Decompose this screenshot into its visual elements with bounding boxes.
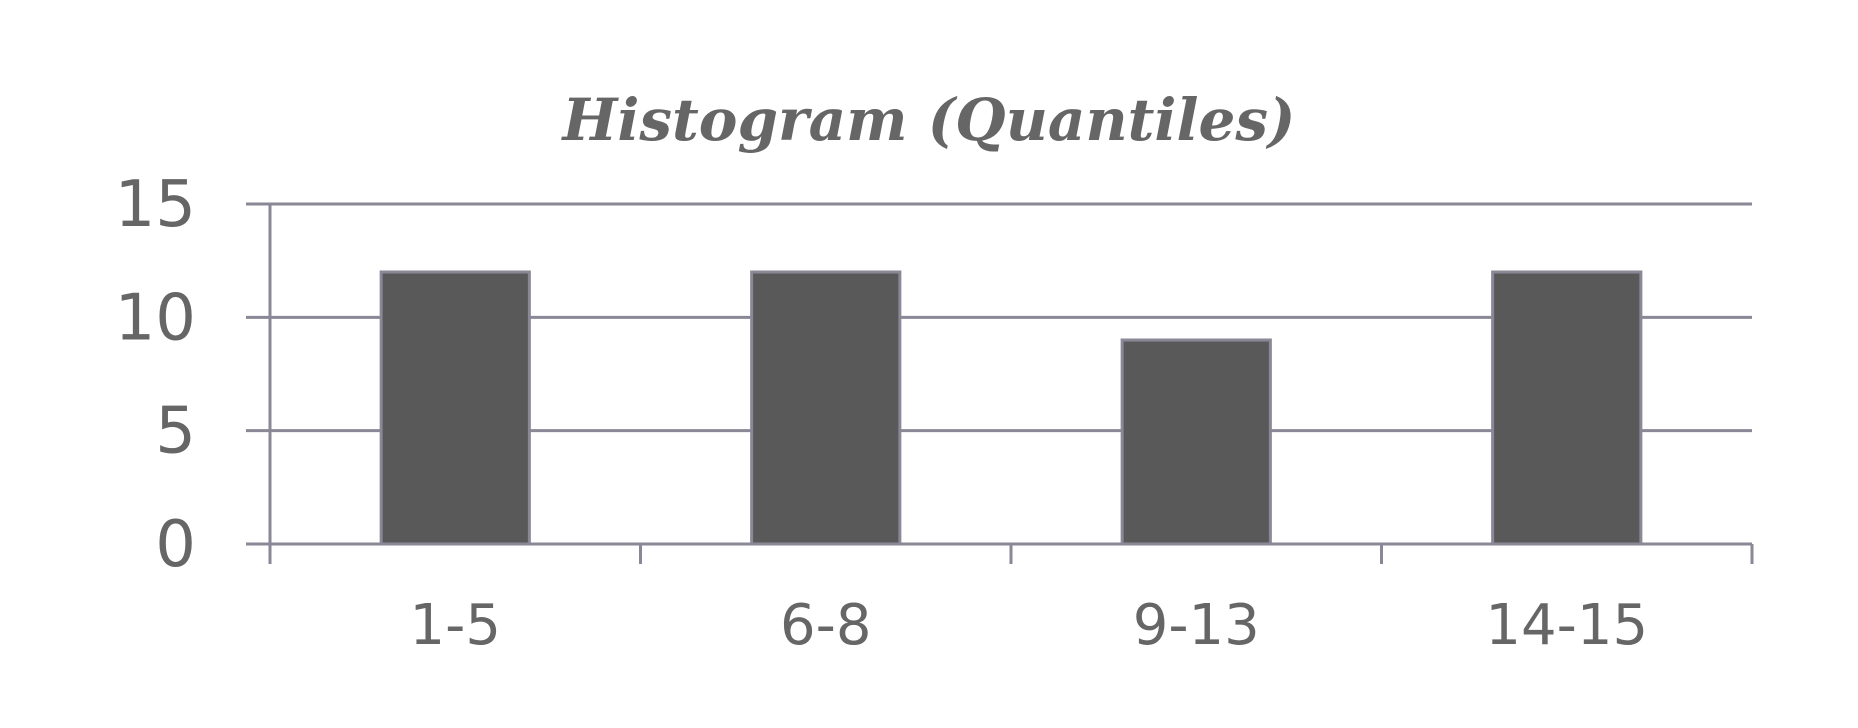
bars [379, 270, 1643, 546]
x-tick-label: 1-5 [410, 593, 501, 658]
x-axis-tick-labels: 1-5 6-8 9-13 14-15 [410, 593, 1649, 658]
chart-title: Histogram (Quantiles) [561, 86, 1296, 154]
bar-1-5 [379, 270, 531, 546]
y-tick-label: 0 [155, 508, 196, 582]
y-axis-tick-labels: 0 5 10 15 [115, 168, 196, 582]
y-tick-label: 15 [115, 168, 196, 242]
bar-6-8 [750, 270, 902, 546]
x-tick-label: 6-8 [780, 593, 871, 658]
y-tick-label: 10 [115, 281, 196, 355]
y-tick-label: 5 [155, 395, 196, 469]
bar-9-13 [1120, 338, 1272, 546]
bar-14-15 [1491, 270, 1643, 546]
x-tick-label: 14-15 [1485, 593, 1648, 658]
x-tick-label: 9-13 [1133, 593, 1260, 658]
